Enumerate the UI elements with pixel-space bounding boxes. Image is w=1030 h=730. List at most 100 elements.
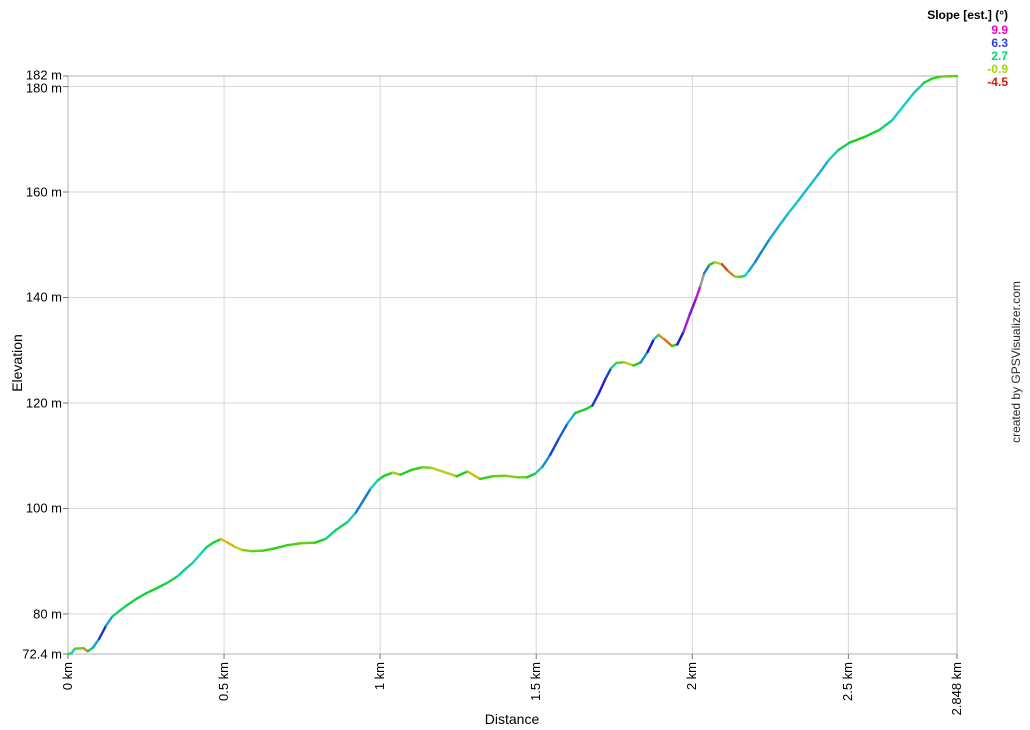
elevation-line-segment: [104, 615, 114, 627]
elevation-line-segment: [816, 159, 830, 177]
elevation-line-segment: [768, 224, 781, 241]
x-tick-label: 0 km: [60, 662, 75, 691]
elevation-line-segment: [391, 471, 402, 476]
elevation-line-segment: [233, 545, 245, 552]
elevation-line-segment: [354, 499, 365, 514]
elevation-line-segment: [574, 408, 587, 415]
elevation-line-segment: [399, 468, 413, 476]
legend-entry: 9.9: [991, 23, 1008, 37]
elevation-line-segment: [466, 470, 482, 481]
elevation-line-segment: [226, 541, 237, 549]
x-tick-label: 0.5 km: [216, 662, 232, 702]
x-tick-label: 2.5 km: [840, 662, 856, 702]
elevation-line-segment: [191, 553, 201, 564]
elevation-line-segment: [862, 128, 881, 139]
elevation-line-segment: [922, 77, 934, 85]
elevation-line-segment: [421, 466, 433, 470]
legend-entry: 6.3: [991, 36, 1008, 50]
elevation-line-segment: [646, 337, 656, 354]
elevation-line-segment: [623, 361, 635, 367]
elevation-line-segment: [787, 199, 800, 215]
elevation-line-segment: [676, 330, 685, 346]
elevation-line-segment: [826, 148, 840, 163]
elevation-line-segment: [111, 610, 121, 618]
elevation-line-segment: [639, 350, 649, 364]
y-tick-label: 80 m: [33, 606, 62, 622]
elevation-line-segment: [346, 511, 358, 524]
elevation-line-segment: [797, 186, 810, 202]
watermark-credit: created by GPSVisualizer.com: [1009, 281, 1023, 443]
elevation-line-segment: [73, 646, 85, 650]
x-tick-label: 1 km: [372, 662, 388, 691]
x-tick-label: 1.5 km: [528, 662, 544, 702]
elevation-line-segment: [144, 586, 159, 595]
slope-legend: Slope [est.] (°) 9.9 6.3 2.7 -0.9 -4.5: [927, 9, 1008, 89]
elevation-line-segment: [777, 211, 790, 227]
y-tick-label: 182 m: [25, 67, 62, 83]
legend-entry: 2.7: [991, 49, 1008, 63]
elevation-line-segment: [211, 537, 223, 544]
elevation-line: [66, 74, 959, 656]
elevation-line-segment: [117, 603, 129, 613]
x-tick-label: 2.848 km: [949, 662, 964, 716]
elevation-line-segment: [591, 391, 601, 407]
elevation-line-segment: [584, 404, 594, 411]
elevation-line-segment: [688, 297, 698, 316]
elevation-line-segment: [609, 361, 618, 370]
y-tick-label: 140 m: [25, 289, 62, 305]
y-tick-label: 100 m: [25, 500, 62, 516]
y-tick-label: 72.4 m: [22, 646, 62, 662]
elevation-line-segment: [313, 537, 327, 544]
elevation-line-segment: [760, 237, 771, 253]
elevation-line-segment: [98, 624, 108, 640]
legend-entry: -0.9: [987, 62, 1008, 76]
elevation-line-segment: [566, 411, 577, 425]
x-axis-title: Distance: [484, 711, 540, 727]
elevation-line-segment: [557, 422, 569, 441]
elevation-line-segment: [541, 453, 552, 468]
x-tick-label: 2 km: [684, 662, 700, 691]
elevation-line-segment: [334, 520, 349, 532]
elevation-line-segment: [702, 263, 711, 275]
elevation-line-segment: [754, 250, 763, 263]
elevation-line-segment: [604, 366, 613, 380]
elevation-line-segment: [491, 474, 507, 478]
elevation-line-segment: [615, 361, 626, 365]
elevation-line-segment: [890, 105, 905, 122]
elevation-line-segment: [837, 141, 852, 152]
elevation-line-segment: [285, 542, 302, 547]
elevation-line-segment: [155, 582, 168, 590]
plot-border: [67, 75, 958, 655]
y-tick-label: 120 m: [25, 395, 62, 411]
elevation-line-segment: [261, 547, 276, 552]
elevation-line-segment: [455, 470, 469, 478]
elevation-line-segment: [699, 272, 706, 288]
y-axis-title: Elevation: [9, 334, 25, 392]
elevation-line-segment: [503, 474, 519, 479]
elevation-line-segment: [126, 597, 138, 607]
elevation-line-segment: [272, 544, 288, 550]
elevation-line-segment: [525, 472, 537, 479]
y-tick-label: 180 m: [25, 80, 62, 96]
elevation-line-segment: [165, 575, 179, 585]
elevation-line-segment: [135, 592, 148, 600]
elevation-line-segment: [930, 75, 942, 80]
elevation-line-segment: [878, 119, 894, 131]
elevation-line-segment: [598, 377, 607, 394]
elevation-line-segment: [219, 537, 230, 544]
elevation-line-segment: [720, 263, 730, 273]
elevation-line-segment: [369, 479, 379, 490]
elevation-line-segment: [361, 487, 372, 503]
elevation-line-segment: [299, 541, 316, 545]
legend-entries: 9.9 6.3 2.7 -0.9 -4.5: [927, 24, 1008, 89]
legend-entry: -4.5: [987, 75, 1008, 89]
elevation-line-segment: [901, 91, 916, 108]
elevation-line-segment: [657, 333, 667, 341]
elevation-line-segment: [91, 637, 101, 649]
elevation-line-segment: [410, 466, 424, 472]
elevation-line-segment: [184, 561, 195, 570]
legend-title: Slope [est.] (°): [927, 8, 1008, 22]
elevation-line-segment: [205, 541, 215, 549]
elevation-line-segment: [534, 465, 544, 475]
